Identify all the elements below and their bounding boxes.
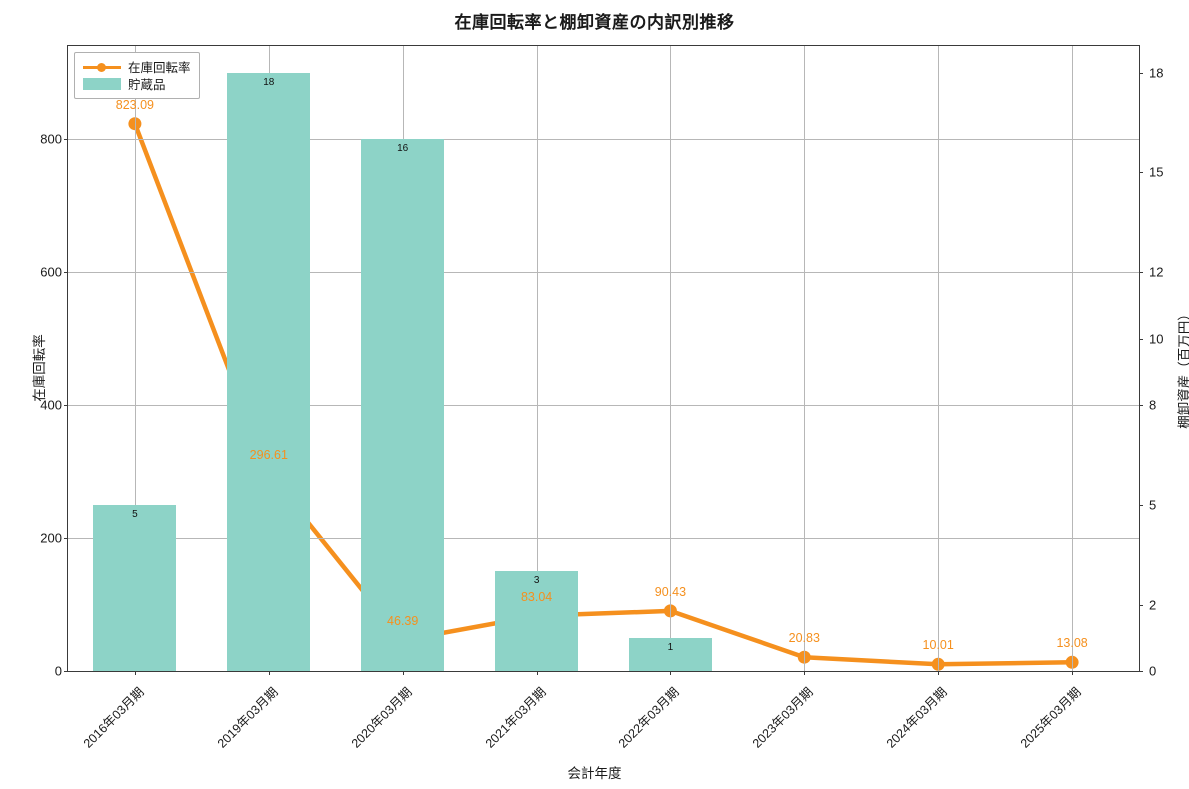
x-axis-tick-label: 2016年03月期 — [80, 684, 147, 751]
y-axis-left-tick-mark — [64, 272, 68, 274]
line-value-label: 20.83 — [788, 631, 820, 646]
y-axis-right-tick-label: 18 — [1149, 65, 1164, 81]
y-axis-right-tick-mark — [1139, 604, 1143, 606]
chart-title: 在庫回転率と棚卸資産の内訳別推移 — [454, 13, 735, 32]
line-value-label: 823.09 — [115, 97, 155, 112]
x-axis-tick-label: 2023年03月期 — [750, 684, 817, 751]
gridline-vertical — [804, 46, 806, 671]
y-axis-right-tick-mark — [1139, 338, 1143, 340]
bar-2020年03月期 — [361, 139, 445, 671]
bar-value-label: 18 — [263, 76, 275, 88]
line-value-label: 46.39 — [387, 614, 419, 629]
x-axis-tick-label: 2025年03月期 — [1017, 684, 1084, 751]
bar-2021年03月期 — [495, 571, 579, 671]
y-axis-right-tick-label: 15 — [1149, 164, 1164, 180]
y-axis-left-tick-label: 0 — [54, 663, 62, 679]
chart-legend: 在庫回転率 貯蔵品 — [74, 52, 200, 99]
line-value-label: 296.61 — [249, 447, 288, 462]
plot-area: 5 18 16 3 1 823.09 296.61 46.39 83.04 90.43 20.83 1… — [40, 45, 1163, 679]
y-axis-left-tick-mark — [64, 405, 68, 406]
y-axis-left-tick-mark — [64, 538, 68, 539]
x-axis-tick-mark — [536, 671, 538, 675]
y-axis-left-tick-mark — [64, 139, 68, 141]
y-axis-right-tick-mark — [1139, 671, 1143, 672]
x-axis-tick-label: 2021年03月期 — [482, 684, 549, 751]
legend-item-line: 在庫回転率 — [83, 58, 191, 75]
gridline-vertical — [134, 46, 136, 671]
y-axis-right-tick-label: 10 — [1149, 331, 1164, 347]
y-axis-left-tick-label: 600 — [40, 264, 62, 280]
y-axis-right-tick-mark — [1139, 504, 1143, 506]
y-axis-right-tick-label: 12 — [1149, 264, 1164, 280]
x-axis-tick-label: 2020年03月期 — [348, 684, 415, 751]
line-value-label: 13.08 — [1056, 636, 1088, 651]
legend-item-bar: 貯蔵品 — [83, 75, 191, 92]
line-value-label: 83.04 — [520, 589, 553, 604]
y-axis-left-tick-mark — [64, 671, 68, 672]
legend-label-bar: 貯蔵品 — [128, 78, 166, 92]
bar-2016年03月期 — [93, 504, 177, 671]
line-value-label: 10.01 — [922, 638, 954, 653]
x-axis-tick-label: 2022年03月期 — [616, 684, 683, 751]
gridline-vertical — [536, 46, 538, 671]
bar-value-label: 3 — [533, 575, 540, 587]
x-axis-tick-mark — [1072, 671, 1074, 675]
y-axis-right-tick-label: 0 — [1149, 663, 1157, 679]
y-axis-right-tick-label: 8 — [1149, 397, 1157, 413]
gridline-vertical — [938, 46, 940, 671]
y-axis-right-tick-mark — [1139, 272, 1143, 274]
bar-2022年03月期 — [628, 637, 712, 671]
legend-label-line: 在庫回転率 — [128, 61, 191, 75]
y-axis-left-tick-label: 800 — [40, 131, 62, 147]
y-axis-left-tick-label: 400 — [40, 397, 62, 413]
x-axis-tick-mark — [804, 671, 806, 675]
x-axis-tick-mark — [134, 671, 136, 675]
gridline-horizontal — [68, 139, 1139, 141]
y-axis-right-tick-mark — [1139, 172, 1143, 174]
gridline-horizontal — [68, 538, 1139, 539]
x-axis-tick-mark — [938, 671, 940, 675]
x-axis-tick-label: 2019年03月期 — [214, 684, 281, 751]
y-axis-left-tick-label: 200 — [40, 530, 62, 546]
line-value-label: 90.43 — [654, 584, 687, 599]
bar-value-label: 5 — [132, 508, 138, 520]
legend-line-marker-icon — [83, 60, 121, 74]
x-axis-label: 会計年度 — [567, 766, 622, 781]
y-axis-left-label: 在庫回転率 — [31, 334, 47, 402]
x-axis-tick-mark — [268, 671, 270, 675]
y-axis-right-tick-label: 5 — [1149, 497, 1157, 513]
gridline-vertical — [1072, 46, 1074, 671]
bar-value-label: 16 — [397, 143, 409, 155]
gridline-horizontal — [68, 405, 1139, 406]
y-axis-right-tick-mark — [1139, 405, 1143, 406]
x-axis-tick-label: 2024年03月期 — [883, 684, 950, 751]
x-axis-tick-mark — [670, 671, 672, 675]
y-axis-right-label: 棚卸資産（百万円） — [1176, 307, 1189, 429]
legend-bar-swatch-icon — [83, 77, 121, 91]
gridline-horizontal — [68, 272, 1139, 274]
bar-value-label: 1 — [667, 641, 674, 653]
y-axis-right-tick-label: 2 — [1149, 597, 1157, 612]
bar-2019年03月期 — [227, 72, 311, 671]
x-axis-tick-mark — [402, 671, 404, 675]
gridline-vertical — [670, 46, 672, 671]
y-axis-right-tick-mark — [1139, 72, 1143, 74]
